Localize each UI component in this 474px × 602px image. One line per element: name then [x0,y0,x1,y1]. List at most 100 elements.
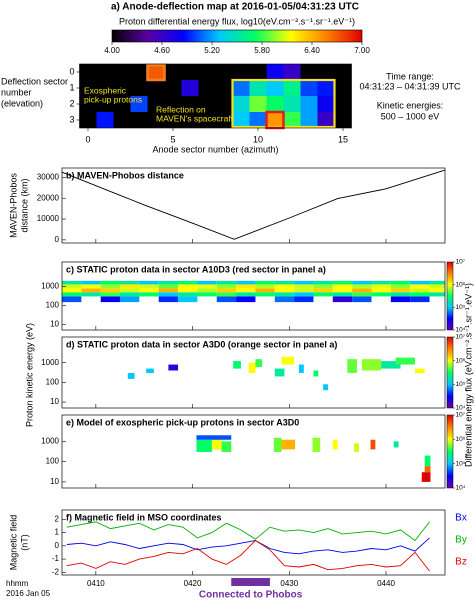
map-cell [317,80,335,96]
spectrogram-cell [100,288,121,293]
colorbar-tick-label: 10⁷ [456,412,466,419]
line [66,539,430,572]
spectrogram-cell [178,296,198,303]
spectrogram-cell [352,288,372,293]
spectrogram-cell [332,292,353,297]
x-tick-label: 0440 [377,579,395,588]
spectrogram-cell [236,296,256,303]
spectrogram-cell [390,284,411,289]
spectrogram-cell [139,284,159,289]
colorbar-tick-label: 10⁷ [456,259,466,266]
interval-bar [231,578,270,586]
map-cell [96,112,114,128]
spectrogram-cell [178,284,198,289]
map-cell [300,96,318,112]
spectrogram-cell [393,441,399,448]
y-tick-label: 30000 [37,172,60,181]
spectrogram-cell [197,280,217,285]
annotation: MAVEN's spacecraft [156,114,234,124]
y-tick-label: 1000 [41,358,59,367]
spectrogram-cell [371,280,391,285]
spectrogram-cell [429,288,445,293]
spectrogram-cell [381,361,401,369]
spectrogram-cell [100,292,121,297]
plot-frame [61,336,446,409]
spectrogram-cell [216,280,237,285]
spectrogram-cell [371,284,391,289]
spectrogram-cell [100,296,121,303]
map-cell [300,112,318,128]
spectrogram-cell [371,292,391,297]
map-cell [317,96,335,112]
y-tick-label: 2 [69,98,74,108]
y-tick-label: 1 [55,528,60,537]
x-tick-label: 0420 [184,579,202,588]
spectrogram-cell [158,296,179,303]
spectrogram-cell [236,292,256,297]
map-cell [232,80,250,96]
spectrogram-cell [62,292,82,297]
spectrogram-cell [274,292,295,297]
y-tick-label: 100 [46,377,60,386]
spectrogram-cell [196,435,232,440]
spectrogram-cell [248,362,256,373]
spectrogram-cell [100,284,121,289]
spectrogram-cell [313,288,333,293]
line [66,537,430,555]
y-axis-label: (elevation) [1,98,43,108]
spectrogram-cell [371,288,391,293]
spectrogram-cell [294,296,314,303]
spectrogram-cell [178,292,198,297]
spectrogram-cell [294,284,314,289]
map-cell [266,64,284,80]
colorbar-tick-label: 10⁶ [456,357,466,364]
spectrogram-cell [120,292,140,297]
panel-title: c) STATIC proton data in sector A10D3 (r… [66,264,326,274]
spectrogram-cell [146,368,154,373]
map-cell [249,96,267,112]
spectrogram-cell [62,296,82,303]
panel-title: b) MAVEN-Phobos distance [66,170,184,180]
spectrogram-cell [62,280,82,285]
spectrogram-cell [236,288,256,293]
spectrogram-cell [429,284,445,289]
colorbar-tick-label: 7.00 [354,46,370,55]
y-tick-label: 10 [50,477,59,486]
map-cell [283,80,301,96]
colorbar-tick-label: 10⁵ [456,304,466,311]
y-axis-label: Deflection sector [1,76,68,86]
spectrogram-cell [294,280,314,285]
legend-label: Bx [455,513,467,524]
spectrogram-cell [196,439,212,452]
spectrogram-cell [352,280,372,285]
spectrogram-cell [415,368,425,373]
spectrogram-cell [274,284,295,289]
spectrogram-cell [424,466,431,473]
spectrogram-cell [211,437,222,450]
spectrogram-cell [390,296,411,303]
spectrogram-cell [62,284,82,289]
map-cell [283,112,301,128]
map-frame [79,63,352,129]
spectrogram-cell [410,284,430,289]
colorbar-tick-label: 10⁶ [456,436,466,443]
spectrogram-cell [158,280,179,285]
y-tick-label: 100 [46,301,60,310]
spectrogram-cell [312,437,321,452]
colorbar-tick-label: 10⁴ [456,327,466,334]
map-cell [266,80,284,96]
y-tick-label: -2 [52,567,60,576]
y-tick-label: 0 [69,66,74,76]
spectrogram-cell [395,357,416,365]
spectrogram-cell [120,288,140,293]
spectrogram-cell [390,292,411,297]
plot-frame [61,509,446,576]
y-tick-label: 2 [55,514,60,523]
y-axis-label: distance (km) [19,178,29,232]
map-cell [249,80,267,96]
spectrogram-cell [323,384,328,391]
plot-frame [61,261,446,331]
spectrogram-cell [120,284,140,289]
spectrogram-cell [390,288,411,293]
annotation: Reflection on [156,105,206,115]
